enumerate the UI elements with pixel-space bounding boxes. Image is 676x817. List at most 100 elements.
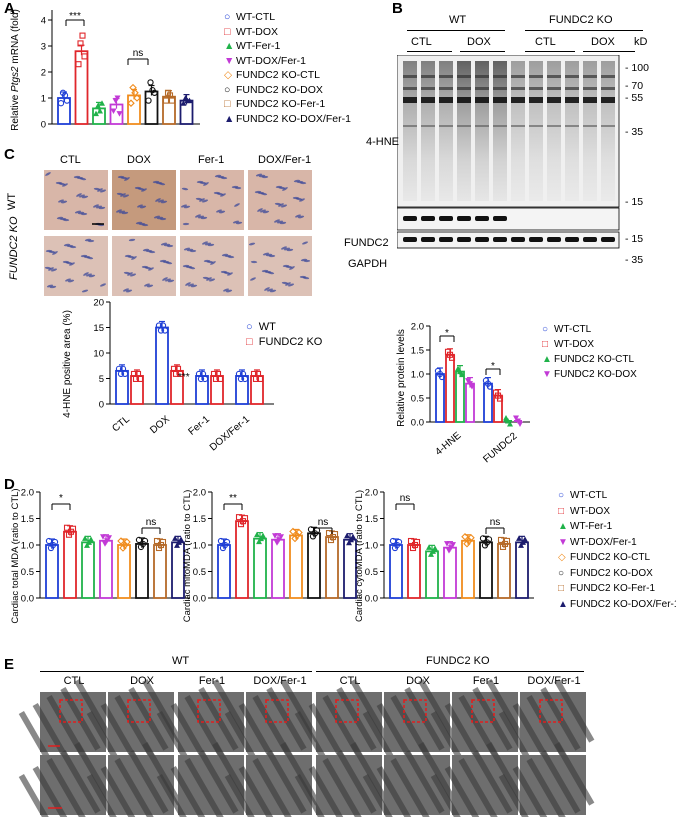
nucleus <box>63 243 71 247</box>
em-fiber <box>418 742 459 806</box>
nucleus <box>199 198 205 202</box>
panel-d-cyto-mda-point <box>516 535 522 541</box>
panel-b-quant-legend-label: FUNDC2 KO-CTL <box>554 354 635 365</box>
panel-a-point <box>77 40 84 47</box>
panel-a-point <box>63 97 71 104</box>
nucleus <box>202 276 210 280</box>
blot-band-70 <box>547 87 561 90</box>
nucleus <box>195 197 203 201</box>
panel-a-ytick: 4 <box>41 16 46 27</box>
gapdh-band <box>475 237 489 242</box>
panel-d-mito-mda-ylabel: Cardiac mitoMDA (ratio to CTL) <box>182 490 193 623</box>
gapdh-blot <box>397 231 620 249</box>
blot-lane <box>421 61 435 201</box>
panel-d-cyto-mda-point <box>389 537 397 545</box>
e-col-label: DOX/Fer-1 <box>253 675 306 687</box>
nucleus <box>257 208 263 212</box>
nucleus <box>299 198 305 202</box>
nucleus <box>274 202 282 206</box>
panel-d-total-mda-point <box>84 542 90 548</box>
panel-d-cyto-mda-bar <box>497 543 511 599</box>
em-fiber <box>252 695 293 759</box>
nucleus <box>141 265 149 269</box>
blot-band-55 <box>547 97 561 103</box>
nucleus <box>218 210 226 214</box>
em-fiber <box>86 774 127 817</box>
nucleus <box>248 242 256 246</box>
panel-a-point <box>151 89 158 96</box>
mw-35: - 35 <box>625 126 644 138</box>
panel-b-quant-point <box>507 421 513 427</box>
panel-b-quant-bar <box>455 370 465 423</box>
panel-e-micrographs: CTL DOX Fer-1 DOX/Fer-1 CTL DOX Fer-1 DOX/Fer-1 <box>18 675 595 817</box>
panel-a-point <box>61 92 69 99</box>
panel-d-cyto-mda-point <box>467 533 475 542</box>
blot-band-35 <box>511 125 525 127</box>
mw-70: - 70 <box>625 80 644 92</box>
e-col-label: Fer-1 <box>199 675 225 687</box>
square-icon: □ <box>558 505 565 517</box>
em-fiber <box>184 758 225 817</box>
panel-b-quant-legend-item: □ WT-DOX <box>542 337 637 352</box>
panel-d-cyto-mda-bar <box>425 550 439 599</box>
panel-c-bar <box>195 375 209 405</box>
em-fiber <box>526 695 567 759</box>
panel-c-chart: 4-HNE positive area (%) 0 5 10 15 20 *** CTL… <box>62 298 274 453</box>
nucleus <box>196 180 204 184</box>
panel-a-point <box>133 94 141 102</box>
panel-a-point <box>116 111 123 117</box>
em-fiber <box>444 703 485 767</box>
blot-band-70 <box>457 87 471 90</box>
panel-d-mito-mda-point <box>241 515 249 522</box>
em-fiber <box>266 750 307 814</box>
nucleus <box>93 187 101 191</box>
panel-d-legend-label: FUNDC2 KO-DOX/Fer-1 <box>570 598 676 610</box>
blot-col-dox-2: DOX <box>591 36 615 48</box>
em-fiber <box>526 758 567 817</box>
gapdh-band <box>547 237 561 242</box>
panel-a-point <box>127 99 135 107</box>
nucleus <box>255 173 263 177</box>
triangle-down-icon: ▼ <box>558 536 568 548</box>
panel-a-bar <box>144 90 159 125</box>
panel-d-mito-mda-point <box>258 535 264 542</box>
panel-b-quant-x-fundc2: FUNDC2 <box>481 431 519 466</box>
blot-band-55 <box>529 97 543 103</box>
nucleus <box>281 281 289 285</box>
blot-lane <box>511 61 525 201</box>
nucleus <box>85 273 93 277</box>
panel-c-ytick: 20 <box>93 298 104 309</box>
nucleus <box>117 175 125 179</box>
nucleus <box>185 282 191 286</box>
nucleus <box>135 221 143 225</box>
em-fiber <box>198 687 239 751</box>
panel-d-cyto-mda-point <box>428 551 434 557</box>
panel-a-point <box>145 97 152 104</box>
em-fiber <box>458 695 499 759</box>
panel-a-legend-label: FUNDC2 KO-DOX <box>236 83 323 96</box>
nucleus <box>125 289 133 293</box>
em-fiber <box>540 750 581 814</box>
nucleus <box>139 205 147 209</box>
nucleus <box>134 186 142 190</box>
panel-d-mito-mda-point <box>217 537 225 545</box>
roi-box <box>197 699 221 723</box>
ihc-image <box>44 170 108 230</box>
c-row-ko: FUNDC2 KO <box>8 216 20 280</box>
nucleus <box>259 209 267 213</box>
triangle-down-icon: ▼ <box>542 369 552 380</box>
blot-band-55 <box>601 97 615 103</box>
panel-a-sig-1: *** <box>69 11 81 22</box>
panel-a-sig-2: ns <box>133 48 144 59</box>
em-fiber <box>114 758 155 817</box>
panel-d-total-mda-point <box>172 535 178 541</box>
blot-band-100 <box>439 75 453 78</box>
em-fiber <box>156 774 197 817</box>
blot-col-ctl-1: CTL <box>411 36 432 48</box>
fundc2-band <box>475 216 489 221</box>
em-fiber <box>554 679 595 743</box>
nucleus <box>57 199 65 203</box>
panel-d-mito-mda-point <box>331 530 339 538</box>
roi-box <box>539 699 563 723</box>
em-fiber <box>170 766 211 817</box>
